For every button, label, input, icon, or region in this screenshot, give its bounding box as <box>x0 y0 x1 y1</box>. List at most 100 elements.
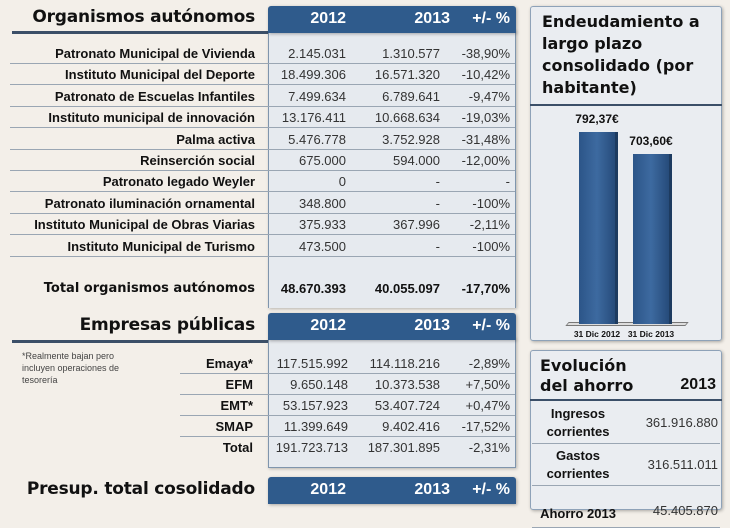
row-label: Patronato de Escuelas Infantiles <box>54 88 255 104</box>
bar-0 <box>579 132 615 324</box>
bar-1 <box>633 153 669 324</box>
header-2013: 2013 <box>414 10 450 27</box>
value-2013: 9.402.416 <box>382 419 440 434</box>
ahorro-label-1: Ingresos <box>550 406 606 421</box>
value-2012: 7.499.634 <box>288 88 346 104</box>
table-row: Instituto Municipal del Deporte 18.499.3… <box>10 64 515 86</box>
ahorro-row: Ingresos corrientes 361.916.880 <box>532 402 720 444</box>
total-2013: 40.055.097 <box>374 281 440 296</box>
total-label: Total organismos autónomos <box>43 281 255 296</box>
bar-value-label: 703,60€ <box>629 133 673 148</box>
value-2012: 0 <box>338 174 346 190</box>
row-label: EFM <box>225 377 253 392</box>
header-pct: +/- % <box>472 317 510 334</box>
value-pct: - <box>505 174 510 190</box>
value-2012: 5.476.778 <box>288 131 346 147</box>
value-2012: 9.650.148 <box>290 377 348 392</box>
value-pct: -100% <box>472 238 510 254</box>
value-2013: - <box>435 238 440 254</box>
value-2012: 13.176.411 <box>281 110 346 126</box>
row-label: Patronato legado Weyler <box>102 174 255 190</box>
ahorro-title: Evolución del ahorro <box>540 356 633 396</box>
row-label: Instituto Municipal de Turismo <box>67 238 255 254</box>
ahorro-value: 45.405.870 <box>652 503 718 518</box>
table-row: EFM 9.650.148 10.373.538 +7,50% <box>180 374 515 395</box>
table-row: Instituto municipal de innovación 13.176… <box>10 107 515 129</box>
table-row: Patronato de Escuelas Infantiles 7.499.6… <box>10 86 515 107</box>
row-label: Reinserción social <box>140 153 255 168</box>
empresas-panel <box>268 338 516 468</box>
chart-rule <box>530 104 722 106</box>
row-label: SMAP <box>215 419 253 434</box>
value-2013: 594.000 <box>393 153 440 168</box>
row-label: Palma activa <box>176 131 255 147</box>
row-label: Instituto Municipal del Deporte <box>65 67 255 83</box>
header-2013: 2013 <box>414 481 450 498</box>
ahorro-value: 316.511.011 <box>647 457 718 472</box>
empresas-note: *Realmente bajan pero incluyen operacion… <box>22 351 120 385</box>
value-2013: - <box>435 174 440 190</box>
row-label: EMT* <box>220 398 254 413</box>
ahorro-label-1: Ahorro 2013 <box>540 506 616 521</box>
empresas-title: Empresas públicas <box>79 315 256 335</box>
bar-value-label: 792,37€ <box>575 112 619 126</box>
ahorro-label-1: Gastos <box>555 448 601 463</box>
value-pct: -17,52% <box>461 419 510 434</box>
value-2013: 16.571.320 <box>374 67 440 83</box>
value-pct: +0,47% <box>465 398 510 413</box>
organismos-panel <box>268 30 516 308</box>
value-pct: +7,50% <box>465 377 510 392</box>
ahorro-label: Ingresos corrientes <box>536 405 620 441</box>
value-pct: -10,42% <box>461 67 510 83</box>
ahorro-box <box>530 350 722 510</box>
value-pct: -31,48% <box>461 131 510 147</box>
table-row: EMT* 53.157.923 53.407.724 +0,47% <box>180 395 515 416</box>
ahorro-rule <box>530 399 722 401</box>
table-row: Reinserción social 675.000 594.000 -12,0… <box>10 150 515 171</box>
header-2012: 2012 <box>310 481 346 498</box>
row-label: Instituto municipal de innovación <box>48 110 255 126</box>
organismos-title: Organismos autónomos <box>32 7 255 27</box>
value-2013: - <box>435 195 440 211</box>
value-2013: 367.996 <box>393 217 440 233</box>
table-row: Patronato iluminación ornamental 348.800… <box>10 193 515 214</box>
value-2013: 10.668.634 <box>374 110 440 126</box>
ahorro-label: Gastos corrientes <box>536 447 620 483</box>
value-2012: 473.500 <box>299 238 346 254</box>
ahorro-row: Ahorro 2013 45.405.870 <box>532 486 720 528</box>
value-pct: -12,00% <box>461 153 510 168</box>
value-2012: 117.515.992 <box>276 356 348 371</box>
value-2013: 187.301.895 <box>367 440 440 455</box>
empresas-header: 2012 2013 +/- % <box>268 313 516 340</box>
value-pct: -38,90% <box>461 46 510 61</box>
organismos-rule <box>12 31 268 34</box>
ahorro-value: 361.916.880 <box>645 415 718 430</box>
row-label: Instituto Municipal de Obras Viarias <box>34 217 255 233</box>
ahorro-label-2: corrientes <box>546 466 610 481</box>
header-pct: +/- % <box>472 481 510 498</box>
ahorro-label-2: corrientes <box>546 424 610 439</box>
value-2012: 53.157.923 <box>282 398 348 413</box>
ahorro-title-1: Evolución <box>540 356 627 375</box>
value-pct: -100% <box>472 195 510 211</box>
total-2012: 48.670.393 <box>280 281 346 296</box>
value-2012: 11.399.649 <box>283 419 348 434</box>
value-2012: 348.800 <box>299 195 346 211</box>
table-row: Palma activa 5.476.778 3.752.928 -31,48% <box>10 129 515 150</box>
value-pct: -2,31% <box>468 440 510 455</box>
value-2013: 3.752.928 <box>382 131 440 147</box>
table-row: Patronato legado Weyler 0 - - <box>10 171 515 193</box>
row-label: Total <box>222 440 253 455</box>
ahorro-label: Ahorro 2013 <box>536 505 620 523</box>
value-pct: -2,11% <box>469 217 510 233</box>
header-pct: +/- % <box>472 10 510 27</box>
empresas-rule <box>12 340 268 343</box>
value-pct: -2,89% <box>468 356 510 371</box>
row-label: Emaya* <box>206 356 253 371</box>
x-tick-label: 31 Dic 2013 <box>627 329 675 339</box>
table-row: SMAP 11.399.649 9.402.416 -17,52% <box>180 416 515 437</box>
ahorro-row: Gastos corrientes 316.511.011 <box>532 444 720 486</box>
table-row: Instituto Municipal de Obras Viarias 375… <box>10 214 515 236</box>
table-row: Patronato Municipal de Vivienda 2.145.03… <box>10 43 515 64</box>
value-2013: 114.118.216 <box>369 356 440 371</box>
